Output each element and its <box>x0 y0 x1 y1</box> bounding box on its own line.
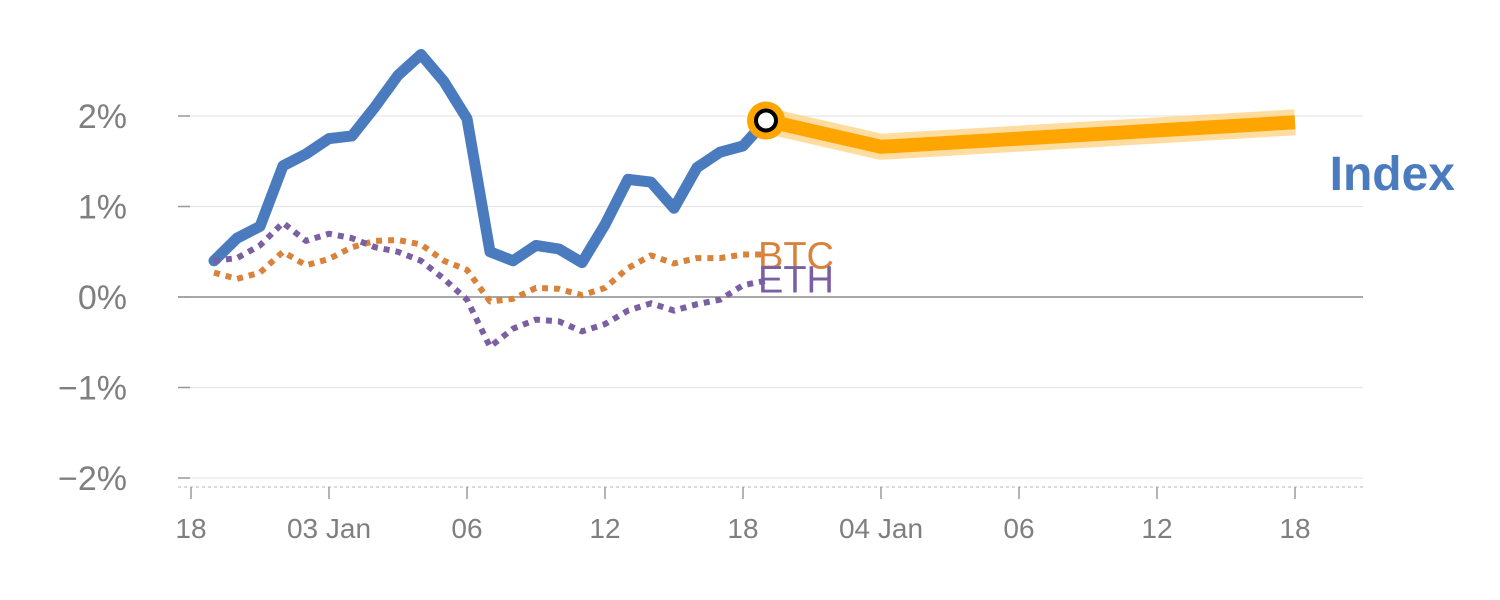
x-axis: 18 03 Jan 06 12 18 04 Jan 06 12 18 <box>175 487 1311 544</box>
axes <box>178 296 1363 488</box>
y-tick-label: −1% <box>58 370 127 408</box>
series-label-index: Index <box>1330 148 1456 201</box>
x-tick-label: 06 <box>1003 513 1034 544</box>
x-tick-label: 06 <box>451 513 482 544</box>
y-tick-label: 0% <box>78 279 127 317</box>
x-tick-label: 18 <box>727 513 758 544</box>
marker-inner <box>754 108 778 133</box>
y-axis: 2% 1% 0% −1% −2% <box>58 98 190 498</box>
series-line-index <box>208 49 772 269</box>
y-tick-label: 2% <box>78 98 127 136</box>
highlight-marker <box>747 101 785 140</box>
x-tick-label: 04 Jan <box>839 513 923 544</box>
x-tick-label: 18 <box>175 513 206 544</box>
x-tick-label: 12 <box>589 513 620 544</box>
y-tick-label: 1% <box>78 189 127 227</box>
y-tick-label: −2% <box>58 460 127 498</box>
series-line-index-forecast <box>764 113 1296 154</box>
series-label-btc: BTC <box>758 235 834 277</box>
series-line-eth <box>213 219 767 350</box>
series-lines <box>208 49 1296 350</box>
x-tick-label: 03 Jan <box>287 513 371 544</box>
x-tick-label: 12 <box>1141 513 1172 544</box>
series-label-eth: ETH <box>758 260 834 302</box>
series-line-btc <box>213 237 766 305</box>
x-tick-label: 18 <box>1279 513 1310 544</box>
series-labels: BTC ETH Index <box>758 148 1455 302</box>
